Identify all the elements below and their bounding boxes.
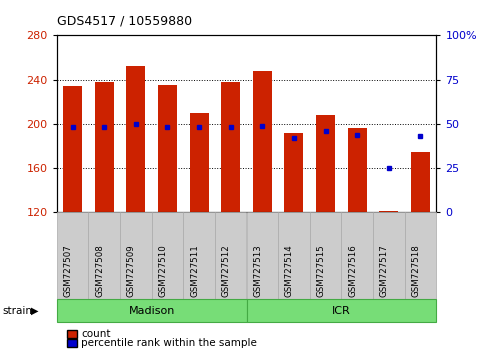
Text: GDS4517 / 10559880: GDS4517 / 10559880 xyxy=(57,14,192,27)
Text: percentile rank within the sample: percentile rank within the sample xyxy=(81,338,257,348)
Text: GSM727514: GSM727514 xyxy=(285,245,294,297)
Bar xyxy=(253,71,272,212)
Bar xyxy=(380,211,398,212)
Bar xyxy=(221,82,240,212)
Bar xyxy=(316,115,335,212)
Bar xyxy=(158,85,177,212)
Text: GSM727511: GSM727511 xyxy=(190,245,199,297)
Text: GSM727517: GSM727517 xyxy=(380,245,389,297)
Text: ▶: ▶ xyxy=(31,306,38,316)
Text: GSM727509: GSM727509 xyxy=(127,245,136,297)
Text: GSM727516: GSM727516 xyxy=(348,245,357,297)
Bar xyxy=(126,67,145,212)
Text: ICR: ICR xyxy=(332,306,351,316)
Text: GSM727515: GSM727515 xyxy=(317,245,325,297)
Text: GSM727513: GSM727513 xyxy=(253,245,262,297)
Text: GSM727512: GSM727512 xyxy=(222,245,231,297)
Text: GSM727518: GSM727518 xyxy=(412,245,421,297)
Bar xyxy=(284,133,304,212)
Text: GSM727508: GSM727508 xyxy=(95,245,104,297)
Bar xyxy=(63,86,82,212)
Bar xyxy=(95,82,113,212)
Text: GSM727507: GSM727507 xyxy=(64,245,72,297)
Bar xyxy=(189,113,209,212)
Text: GSM727510: GSM727510 xyxy=(158,245,168,297)
Text: strain: strain xyxy=(2,306,33,316)
Bar xyxy=(411,152,430,212)
Bar xyxy=(348,128,367,212)
Text: count: count xyxy=(81,329,111,339)
Text: Madison: Madison xyxy=(128,306,175,316)
